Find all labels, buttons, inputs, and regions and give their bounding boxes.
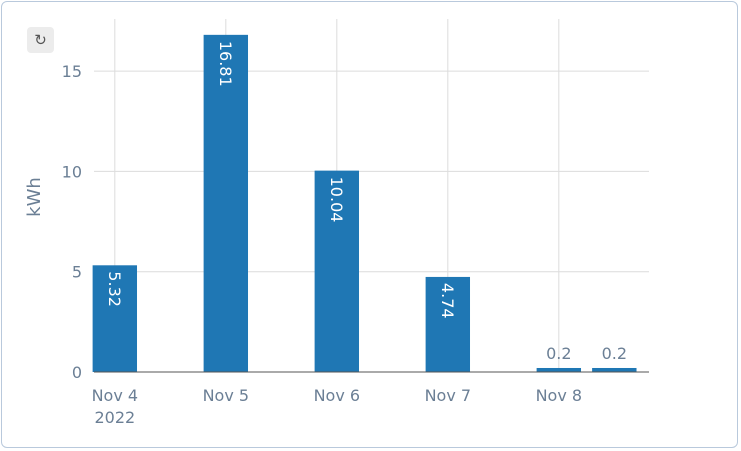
bar-value-label: 4.74: [438, 283, 457, 319]
y-tick-label: 15: [62, 62, 82, 81]
bar: [592, 367, 637, 372]
reset-view-button[interactable]: ↻: [27, 27, 54, 53]
bar: [314, 170, 360, 372]
refresh-icon: ↻: [34, 30, 47, 49]
bar-value-label: 10.04: [327, 177, 346, 223]
data-labels: 5.32 16.81 10.04 4.74 0.2 0.2: [105, 41, 627, 363]
bar-value-label: 0.2: [602, 344, 627, 363]
y-tick-label: 0: [72, 363, 82, 382]
y-tick-label: 5: [72, 263, 82, 282]
y-axis-label: kWh: [24, 177, 45, 217]
bar-value-label: 16.81: [216, 41, 235, 87]
x-tick-label: Nov 7: [425, 386, 472, 405]
x-tick-sublabel: 2022: [94, 408, 135, 427]
y-tick-label: 10: [62, 162, 82, 181]
x-tick-label: Nov 4: [92, 386, 139, 405]
axes: 0 5 10 15 Nov 4 2022 Nov 5 Nov 6 Nov 7 Nov 8: [62, 62, 649, 427]
x-tick-label: Nov 5: [203, 386, 250, 405]
bars: [92, 34, 637, 373]
bar: [92, 265, 138, 372]
grid-lines: [94, 19, 649, 372]
bar-value-label: 0.2: [546, 344, 571, 363]
bar: [425, 276, 471, 372]
bar-value-label: 5.32: [105, 271, 124, 307]
x-tick-label: Nov 8: [536, 386, 583, 405]
x-tick-label: Nov 6: [314, 386, 361, 405]
bar: [536, 367, 582, 372]
bar: [203, 34, 249, 373]
